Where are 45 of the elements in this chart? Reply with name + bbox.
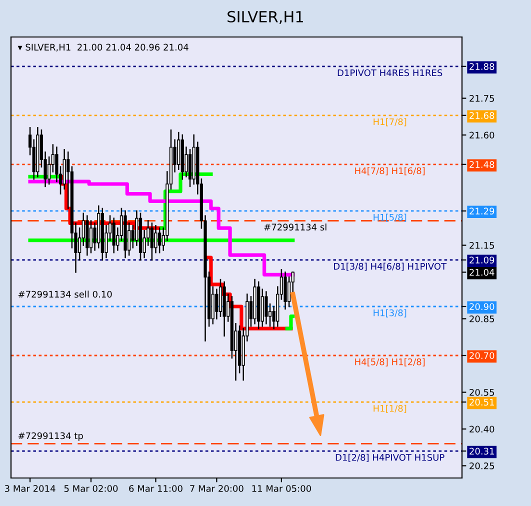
y-tick-label: 21.60	[470, 132, 494, 139]
ref-line-label: H4[5/8] H1[2/8]	[355, 358, 425, 366]
ref-line-label: D1PIVOT H4RES H1RES	[338, 69, 442, 76]
y-tick-label: 20.85	[470, 315, 494, 322]
ref-line-label: H1[1/8]	[374, 404, 406, 413]
y-tick-label: 20.51	[470, 398, 494, 406]
annotation: #72991134 sell 0.10	[18, 290, 112, 298]
candlestick	[154, 225, 158, 254]
x-tick-label: 7 Mar 20:00	[190, 485, 244, 492]
y-tick-label: 21.48	[470, 161, 494, 168]
text: ▾ SILVER,H1 21.00 21.04 20.96 21.04	[18, 44, 188, 52]
candlestick	[89, 220, 93, 254]
chart-title: SILVER,H1	[228, 10, 303, 24]
y-tick-label: 21.88	[470, 63, 494, 70]
candlestick	[150, 222, 154, 261]
candlestick	[158, 227, 162, 254]
ref-line-label: D1[2/8] H4PIVOT H1SUP	[336, 454, 444, 462]
candlestick	[112, 218, 116, 254]
x-tick-label: 5 Mar 02:00	[64, 485, 118, 492]
y-tick-label: 20.90	[470, 303, 494, 310]
y-tick-label: 20.40	[470, 426, 494, 433]
candlestick	[48, 156, 51, 185]
candlestick	[215, 288, 218, 320]
x-tick-label: 3 Mar 2014	[4, 485, 56, 492]
x-tick-label: 6 Mar 11:00	[129, 485, 182, 492]
x-tick-label: 11 Mar 05:00	[252, 485, 311, 492]
candlestick	[288, 276, 291, 308]
y-tick-label: 20.70	[470, 352, 494, 360]
ref-line-label: H1[3/8]	[374, 309, 406, 318]
y-tick-label: 21.68	[470, 112, 494, 119]
candlestick	[264, 291, 268, 324]
y-tick-label: 20.55	[470, 388, 494, 396]
y-tick-label: 21.04	[470, 268, 494, 276]
y-tick-label: 21.75	[470, 94, 494, 102]
ref-line-label: H4[7/8] H1[6/8]	[355, 167, 425, 176]
y-tick-label: 20.25	[470, 462, 494, 470]
ref-line-label: #72991134 tp	[18, 432, 83, 441]
ref-line-label: #72991134 sl	[264, 224, 326, 231]
ref-line-label: D1[3/8] H4[6/8] H1PIVOT	[334, 262, 447, 271]
y-tick-label: 21.15	[470, 242, 494, 249]
y-tick-label: 21.09	[470, 256, 494, 264]
y-tick-label: 21.29	[470, 208, 494, 215]
y-tick-label: 20.31	[470, 448, 494, 455]
ref-line-label: H1[7/8]	[374, 118, 406, 126]
ref-line-label: H1[5/8]	[374, 214, 406, 222]
